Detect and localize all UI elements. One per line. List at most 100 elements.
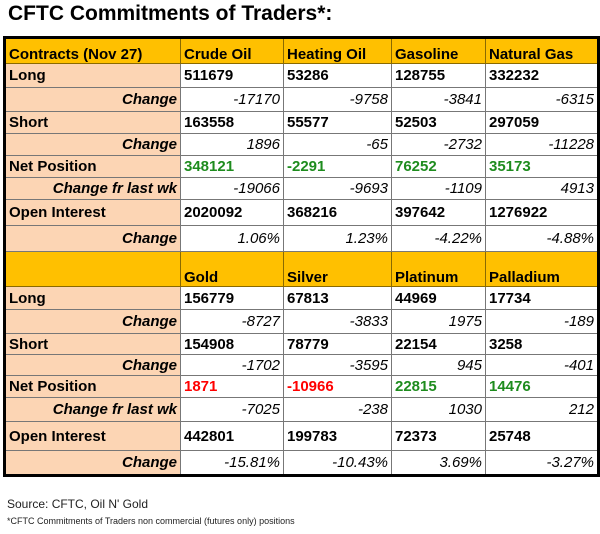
row-header-title: Contracts (Nov 27) — [4, 37, 181, 64]
table-row: Short 154908 78779 22154 3258 — [4, 333, 599, 355]
table-cell: -10.43% — [283, 450, 392, 476]
source-note: Source: CFTC, Oil N' Gold — [7, 497, 148, 511]
table-cell: -4.22% — [391, 225, 486, 252]
table-cell: -2291 — [283, 155, 392, 178]
table-cell: 4913 — [485, 177, 599, 200]
column-header: Natural Gas — [485, 37, 599, 64]
table-cell: 78779 — [283, 333, 392, 355]
table-cell: 35173 — [485, 155, 599, 178]
row-label: Long — [4, 286, 181, 310]
table-cell: -11228 — [485, 133, 599, 156]
table-cell: 3258 — [485, 333, 599, 355]
table-cell: -6315 — [485, 87, 599, 112]
table-cell: 14476 — [485, 375, 599, 398]
table-cell: 22154 — [391, 333, 486, 355]
row-header-title — [4, 251, 181, 287]
table-cell: -3595 — [283, 354, 392, 376]
column-header: Palladium — [485, 251, 599, 287]
table-cell: -3.27% — [485, 450, 599, 476]
table-cell: -3841 — [391, 87, 486, 112]
table-row: Open Interest 442801 199783 72373 25748 — [4, 421, 599, 451]
table-row: Change 1.06% 1.23% -4.22% -4.88% — [4, 225, 599, 252]
column-header: Gasoline — [391, 37, 486, 64]
table-cell: -1702 — [180, 354, 284, 376]
row-label: Net Position — [4, 375, 181, 398]
row-label: Change — [4, 309, 181, 334]
table-cell: 128755 — [391, 63, 486, 88]
header-row: Gold Silver Platinum Palladium — [4, 251, 599, 287]
table-cell: 154908 — [180, 333, 284, 355]
page-title: CFTC Commitments of Traders*: — [8, 2, 333, 25]
table-cell: 511679 — [180, 63, 284, 88]
table-cell: -17170 — [180, 87, 284, 112]
row-label: Open Interest — [4, 421, 181, 451]
table-cell: 44969 — [391, 286, 486, 310]
table-cell: -4.88% — [485, 225, 599, 252]
table-row: Change fr last wk -19066 -9693 -1109 4913 — [4, 177, 599, 200]
table-cell: 3.69% — [391, 450, 486, 476]
row-label: Open Interest — [4, 199, 181, 226]
table-cell: 55577 — [283, 111, 392, 134]
row-label: Change — [4, 225, 181, 252]
table-row: Net Position 348121 -2291 76252 35173 — [4, 155, 599, 178]
table-row: Change -1702 -3595 945 -401 — [4, 354, 599, 376]
table-cell: 25748 — [485, 421, 599, 451]
table-row: Change -15.81% -10.43% 3.69% -3.27% — [4, 450, 599, 476]
row-label: Change — [4, 87, 181, 112]
table-cell: 199783 — [283, 421, 392, 451]
table-row: Change -17170 -9758 -3841 -6315 — [4, 87, 599, 112]
table-cell: -19066 — [180, 177, 284, 200]
table-cell: 17734 — [485, 286, 599, 310]
column-header: Gold — [180, 251, 284, 287]
table-cell: 1.06% — [180, 225, 284, 252]
row-label: Change — [4, 133, 181, 156]
table-cell: -3833 — [283, 309, 392, 334]
table-row: Net Position 1871 -10966 22815 14476 — [4, 375, 599, 398]
table-cell: -401 — [485, 354, 599, 376]
table-cell: 945 — [391, 354, 486, 376]
table-cell: 1896 — [180, 133, 284, 156]
table-cell: 156779 — [180, 286, 284, 310]
column-header: Silver — [283, 251, 392, 287]
table-row: Change -8727 -3833 1975 -189 — [4, 309, 599, 334]
table-cell: 442801 — [180, 421, 284, 451]
table-cell: -189 — [485, 309, 599, 334]
table-cell: 52503 — [391, 111, 486, 134]
table-cell: 2020092 — [180, 199, 284, 226]
row-label: Short — [4, 333, 181, 355]
row-label: Change — [4, 450, 181, 476]
table-cell: -2732 — [391, 133, 486, 156]
cot-table: Contracts (Nov 27) Crude Oil Heating Oil Ga… — [3, 36, 600, 477]
table-cell: 297059 — [485, 111, 599, 134]
row-label: Short — [4, 111, 181, 134]
table-cell: -9758 — [283, 87, 392, 112]
column-header: Heating Oil — [283, 37, 392, 64]
table-cell: 53286 — [283, 63, 392, 88]
table-row: Change fr last wk -7025 -238 1030 212 — [4, 397, 599, 422]
table-cell: 22815 — [391, 375, 486, 398]
table-cell: -10966 — [283, 375, 392, 398]
table-cell: -1109 — [391, 177, 486, 200]
header-row: Contracts (Nov 27) Crude Oil Heating Oil Ga… — [4, 37, 599, 64]
table-cell: 76252 — [391, 155, 486, 178]
table-cell: -238 — [283, 397, 392, 422]
table-cell: 397642 — [391, 199, 486, 226]
row-label: Change — [4, 354, 181, 376]
table-cell: 67813 — [283, 286, 392, 310]
table-row: Change 1896 -65 -2732 -11228 — [4, 133, 599, 156]
table-cell: -8727 — [180, 309, 284, 334]
table-cell: 348121 — [180, 155, 284, 178]
footnote: *CFTC Commitments of Traders non commerc… — [7, 516, 295, 526]
table-cell: -65 — [283, 133, 392, 156]
row-label: Net Position — [4, 155, 181, 178]
table-cell: -9693 — [283, 177, 392, 200]
column-header: Crude Oil — [180, 37, 284, 64]
row-label: Change fr last wk — [4, 397, 181, 422]
column-header: Platinum — [391, 251, 486, 287]
table-cell: 72373 — [391, 421, 486, 451]
table-cell: 1276922 — [485, 199, 599, 226]
table-cell: 212 — [485, 397, 599, 422]
table-row: Long 156779 67813 44969 17734 — [4, 286, 599, 310]
table-cell: 1871 — [180, 375, 284, 398]
table-cell: 1975 — [391, 309, 486, 334]
